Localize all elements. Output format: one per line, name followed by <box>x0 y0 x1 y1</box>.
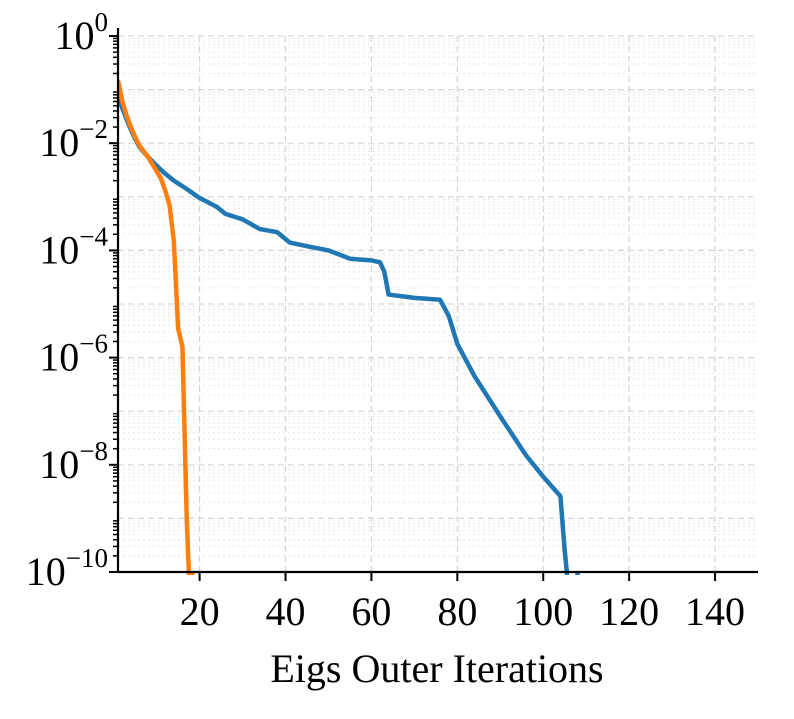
x-tick-label: 120 <box>599 589 659 634</box>
y-tick-label: 10−8 <box>39 436 108 487</box>
series-layer <box>118 79 580 575</box>
x-tick-label: 40 <box>266 589 306 634</box>
y-tick-label: 10−10 <box>26 543 108 594</box>
x-tick-label: 100 <box>513 589 573 634</box>
x-tick-label: 80 <box>437 589 477 634</box>
x-tick-label: 20 <box>180 589 220 634</box>
x-tick-label: 140 <box>685 589 745 634</box>
x-tick-label: 60 <box>351 589 391 634</box>
y-tick-label: 100 <box>55 7 109 58</box>
series-line-orange <box>118 79 195 575</box>
x-axis-label: Eigs Outer Iterations <box>270 646 603 691</box>
y-tick-label: 10−4 <box>39 221 108 272</box>
y-tick-label: 10−6 <box>39 329 108 380</box>
y-tick-label: 10−2 <box>39 114 108 165</box>
grid <box>118 35 758 573</box>
ticks: 100 10−2 10−4 10−6 10−8 10−10 20 40 60 80 100 120 14… <box>26 7 745 634</box>
